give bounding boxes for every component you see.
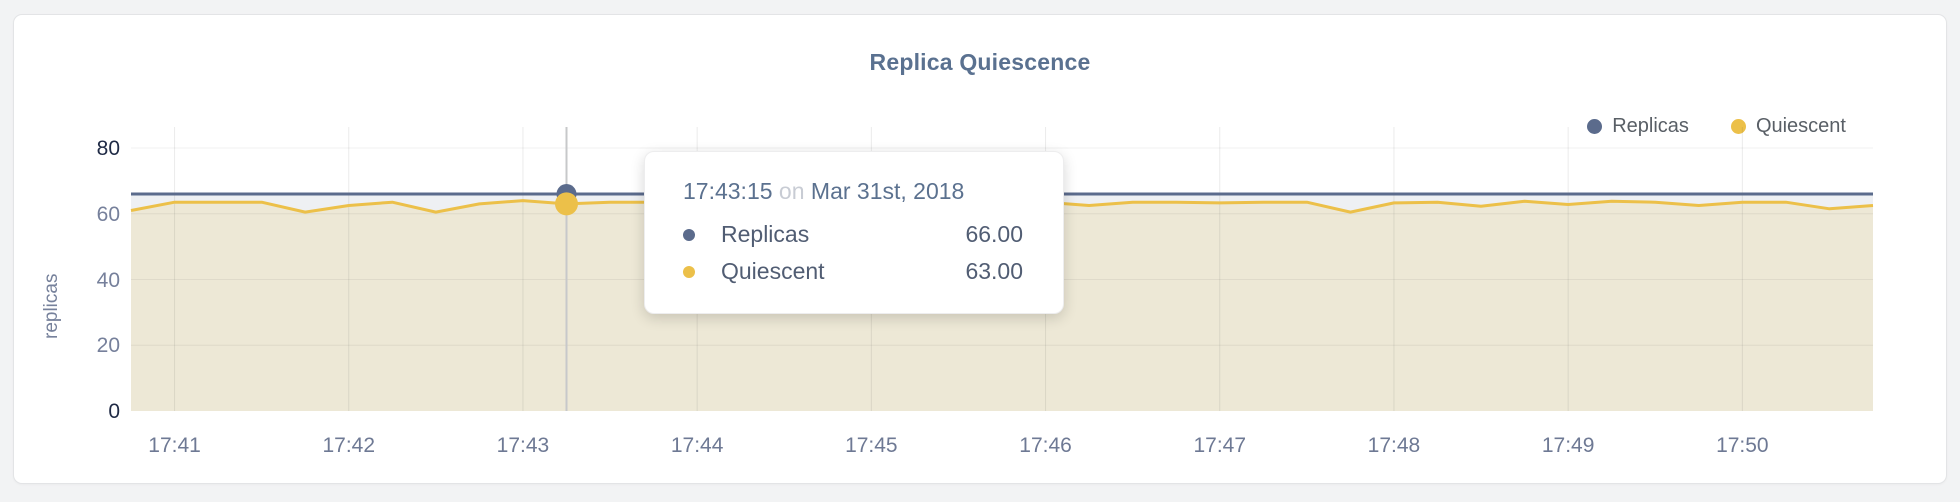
x-tick-label: 17:45 <box>845 434 898 457</box>
y-tick-label: 80 <box>96 137 120 160</box>
legend-label-quiescent: Quiescent <box>1755 115 1846 137</box>
x-tick-label: 17:42 <box>322 434 376 457</box>
hover-tooltip: 17:43:15 on Mar 31st, 2018 Replicas 66.0… <box>644 151 1064 314</box>
tooltip-time: 17:43:15 <box>683 178 773 204</box>
x-tick-label: 17:44 <box>670 434 724 457</box>
replicas-series-dot-icon <box>1587 119 1603 134</box>
legend-item-replicas[interactable]: Replicas <box>1587 115 1689 138</box>
tooltip-row-replicas: Replicas 66.00 <box>683 221 1023 248</box>
tooltip-row-quiescent: Quiescent 63.00 <box>683 258 1023 285</box>
chart-title: Replica Quiescence <box>869 49 1091 75</box>
replicas-series-dot-icon <box>683 228 695 241</box>
y-tick-label: 60 <box>96 202 120 226</box>
tooltip-series-name: Quiescent <box>721 258 825 284</box>
x-tick-label: 17:46 <box>1019 434 1072 457</box>
y-tick-label: 40 <box>96 268 120 292</box>
y-tick-label: 0 <box>108 400 120 423</box>
legend-item-quiescent[interactable]: Quiescent <box>1730 115 1846 138</box>
tooltip-conjunction: on <box>778 178 805 204</box>
x-tick-label: 17:43 <box>496 434 550 457</box>
x-tick-label: 17:41 <box>148 434 201 457</box>
quiescent-hover-dot[interactable] <box>555 192 578 216</box>
x-tick-label: 17:47 <box>1193 434 1247 457</box>
tooltip-date: Mar 31st, 2018 <box>810 178 965 204</box>
x-tick-label: 17:48 <box>1367 434 1421 457</box>
y-tick-label: 20 <box>96 334 120 358</box>
x-tick-label: 17:50 <box>1716 434 1769 457</box>
quiescent-series-dot-icon <box>683 265 695 278</box>
tooltip-series-name: Replicas <box>721 221 810 247</box>
tooltip-header: 17:43:15 on Mar 31st, 2018 <box>683 178 1023 205</box>
chart-panel: Replica Quiescence Replicas Quiescent re… <box>13 14 1947 484</box>
legend-label-replicas: Replicas <box>1612 115 1689 137</box>
tooltip-series-value: 63.00 <box>965 258 1023 284</box>
tooltip-series-value: 66.00 <box>965 221 1023 247</box>
x-tick-label: 17:49 <box>1541 434 1595 457</box>
legend: Replicas Quiescent <box>1587 115 1846 138</box>
quiescent-series-dot-icon <box>1730 119 1746 134</box>
